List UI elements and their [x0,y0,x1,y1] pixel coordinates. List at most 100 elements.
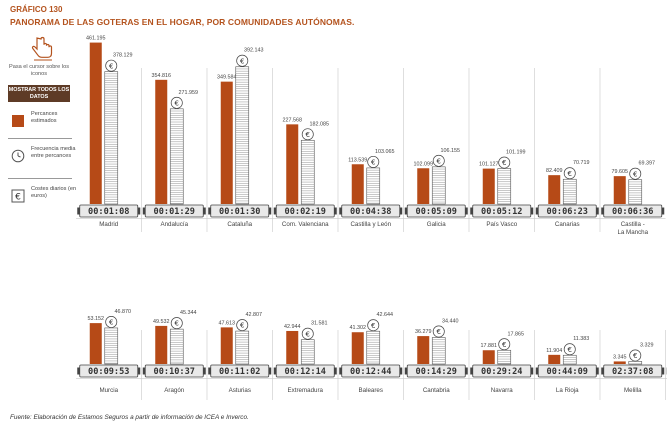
display-knob [268,367,272,375]
frequency-value: 00:01:30 [219,207,260,217]
stack-costes[interactable] [104,327,119,365]
bar-percances[interactable] [482,168,495,204]
stack-costes[interactable] [562,178,577,205]
legend-frecuencia[interactable]: Frecuencia media entre percances [8,143,76,171]
value-percances: 11.904 [546,348,562,354]
frequency-value: 00:04:38 [350,207,391,217]
frequency-value: 00:10:37 [154,367,195,377]
euro-coin-icon[interactable] [498,338,511,351]
euro-coin-icon[interactable] [498,156,511,169]
display-knob [465,207,468,215]
display-knob [601,207,604,215]
euro-coin-icon[interactable] [105,315,118,328]
square-icon [11,114,25,128]
display-knob [399,207,403,215]
bar-percances[interactable] [548,175,561,204]
bar-percances[interactable] [286,330,299,364]
group-1[interactable]: 354.816 €271.959 00:01:29 Andalucía [141,68,206,232]
clock-icon [11,149,25,163]
bar-percances[interactable] [286,124,299,204]
bar-percances[interactable] [351,164,364,204]
legend-costes[interactable]: € Costes diarios (en euros) [8,183,76,211]
euro-coin-icon[interactable] [301,327,314,340]
bar-percances[interactable] [89,42,102,204]
region-label: Murcia [99,387,118,394]
group-5[interactable]: 102.099 €106.155 00:05:09 Galicia [403,68,468,232]
euro-coin-icon[interactable] [301,128,314,141]
group-2[interactable]: 349.584 €392.143 00:01:30 Cataluña [206,48,272,232]
hover-hint: Pasa el cursor sobre los iconos [8,64,69,77]
group-17[interactable]: 3.345 €3.329 02:37:08 Melilla [599,330,665,400]
value-percances: 49.532 [153,319,170,325]
bar-percances[interactable] [220,81,233,204]
group-15[interactable]: 17.881 €17.865 00:29:24 Navarra [468,330,534,400]
euro-coin-icon[interactable] [432,154,445,167]
bar-percances[interactable] [220,327,233,364]
bar-percances[interactable] [417,168,430,204]
stack-costes[interactable] [628,361,643,365]
stack-costes[interactable] [366,167,381,205]
bar-percances[interactable] [417,336,430,364]
euro-coin-icon[interactable] [629,349,642,362]
frequency-value: 00:11:02 [219,367,260,377]
euro-coin-icon[interactable] [170,317,183,330]
group-12[interactable]: 42.944 €31.581 00:12:14 Extremadura [272,321,337,400]
bar-percances[interactable] [613,176,626,204]
display-knob [77,367,80,375]
stack-costes[interactable] [628,179,643,205]
show-all-data-button[interactable]: MOSTRAR TODOS LOS DATOS [8,85,70,102]
euro-icon: € [11,189,25,203]
value-percances: 17.881 [481,343,498,349]
group-10[interactable]: 49.532 €45.344 00:10:37 Aragón [141,310,206,400]
stack-costes[interactable] [497,349,512,365]
stack-costes[interactable] [235,330,250,365]
euro-coin-icon[interactable] [563,167,576,180]
display-knob [137,207,141,215]
euro-symbol: € [306,330,310,338]
group-13[interactable]: 41.302 €42.644 00:12:44 Baleares [337,312,403,400]
bar-percances[interactable] [155,79,168,204]
group-11[interactable]: 47.613 €42.807 00:11:02 Asturias [206,312,272,400]
bar-percances[interactable] [482,350,495,364]
euro-symbol: € [109,62,113,70]
group-6[interactable]: 101.127 €101.199 00:05:12 País Vasco [468,68,534,232]
bar-percances[interactable] [548,354,561,364]
bar-percances[interactable] [89,323,102,364]
bar-percances[interactable] [351,332,364,364]
stack-costes[interactable] [366,330,381,365]
euro-coin-icon[interactable] [170,96,183,109]
display-knob [203,367,206,375]
group-0[interactable]: 461.195 €378.129 00:01:08 Madrid [77,36,141,228]
euro-coin-icon[interactable] [105,59,118,72]
frequency-value: 00:06:23 [547,207,588,217]
euro-coin-icon[interactable] [432,325,445,338]
legend-percances[interactable]: Percances estimados [8,108,76,136]
group-3[interactable]: 227.568 €182.085 00:02:19 Com. Valenciana [272,68,337,232]
stack-costes[interactable] [169,108,184,205]
stack-costes[interactable] [300,339,315,365]
euro-coin-icon[interactable] [367,155,380,168]
stack-costes[interactable] [300,139,315,205]
group-4[interactable]: 113.539 €103.065 00:04:38 Castilla y León [337,68,403,232]
euro-coin-icon[interactable] [563,343,576,356]
stack-costes[interactable] [235,66,250,205]
euro-coin-icon[interactable] [629,167,642,180]
group-8[interactable]: 79.605 €69.397 00:06:36 Castilla -La Mancha [599,68,665,236]
value-percances: 3.345 [613,354,627,360]
display-knob [661,207,665,215]
frequency-value: 02:37:08 [612,367,653,377]
bar-percances[interactable] [155,325,168,364]
group-16[interactable]: 11.904 €11.383 00:44:09 La Rioja [534,330,599,400]
stack-costes[interactable] [431,166,446,205]
euro-coin-icon[interactable] [367,319,380,332]
euro-coin-icon[interactable] [236,319,249,332]
value-costes: 31.581 [311,321,328,327]
frequency-value: 00:05:12 [481,207,522,217]
value-percances: 101.127 [479,162,499,168]
bar-percances[interactable] [613,361,626,364]
group-7[interactable]: 82.409 €70.719 00:06:23 Canarias [534,68,599,232]
group-9[interactable]: 53.152 €46.870 00:09:53 Murcia [77,309,141,394]
euro-coin-icon[interactable] [236,54,249,67]
group-14[interactable]: 36.279 €34.440 00:14:29 Cantabria [403,319,468,400]
